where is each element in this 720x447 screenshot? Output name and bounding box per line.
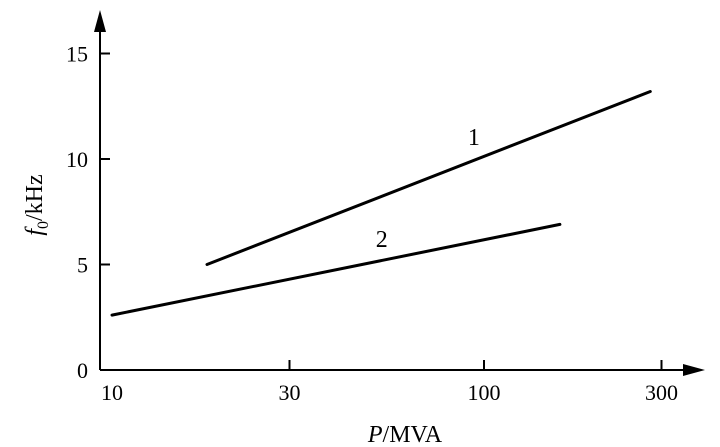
series-line-2	[110, 222, 562, 317]
series-label-1: 1	[468, 125, 480, 151]
y-axis-label-variable: f	[22, 226, 48, 236]
series-group: 12	[110, 90, 652, 317]
x-tick-label: 300	[645, 380, 678, 405]
y-tick-label: 5	[77, 253, 88, 278]
y-axis-label-subscript: 0	[35, 221, 52, 229]
x-axis-label: P/MVA	[367, 422, 443, 447]
y-axis-label: f0/kHz	[22, 174, 52, 235]
y-tick-label: 10	[66, 147, 88, 172]
series-line-1	[205, 90, 652, 266]
series-label-2: 2	[376, 227, 388, 253]
y-tick-label: 0	[77, 358, 88, 383]
x-tick-label: 100	[468, 380, 501, 405]
axes	[94, 10, 705, 376]
y-tick-label: 15	[66, 42, 88, 67]
x-axis-label-variable: P	[367, 422, 383, 447]
y-axis-label-unit: /kHz	[22, 174, 48, 221]
x-axis-arrow	[683, 364, 705, 376]
ticks: 10 30 100 300 0 5 10 15	[66, 42, 678, 406]
y-axis-arrow	[94, 10, 106, 32]
x-tick-label: 30	[278, 380, 300, 405]
x-axis-label-unit: /MVA	[383, 422, 443, 447]
x-tick-label: 10	[101, 380, 123, 405]
